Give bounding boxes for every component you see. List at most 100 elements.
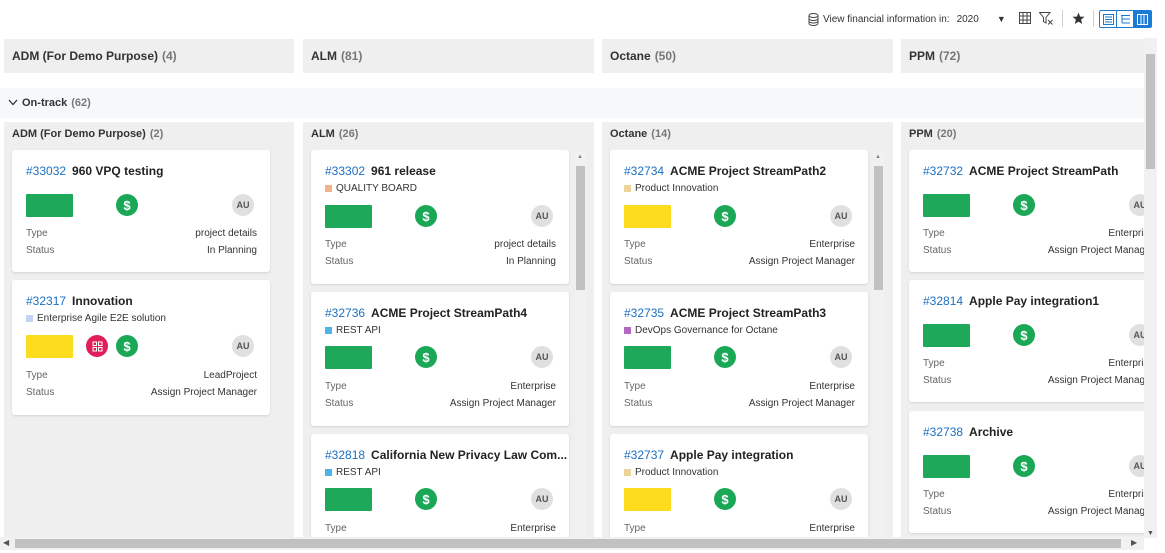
project-card[interactable]: #32814 Apple Pay integration1 $ AU Type En…	[909, 280, 1144, 402]
type-value: Enterprise	[510, 381, 556, 392]
scroll-up-icon[interactable]: ▲	[875, 154, 881, 160]
year-value[interactable]: 2020	[956, 13, 979, 25]
project-card[interactable]: #32317 Innovation Enterprise Agile E2E so…	[12, 280, 270, 415]
project-card[interactable]: #32732 ACME Project StreamPath $ AU Type E…	[909, 150, 1144, 272]
group-count: (62)	[71, 97, 91, 109]
card-id-link[interactable]: #33032	[26, 164, 67, 178]
type-row: Type LeadProject	[26, 370, 257, 381]
health-indicator	[923, 194, 970, 217]
project-card[interactable]: #32735 ACME Project StreamPath3 DevOps Go…	[610, 292, 868, 426]
grid-icon[interactable]	[1017, 10, 1033, 26]
dollar-icon[interactable]: $	[1013, 194, 1035, 216]
dollar-icon[interactable]: $	[415, 205, 437, 227]
project-card[interactable]: #32736 ACME Project StreamPath4 REST API …	[311, 292, 569, 426]
column-header-ppm[interactable]: PPM (72)	[901, 39, 1144, 73]
scroll-right-icon[interactable]: ▶	[1131, 538, 1138, 547]
lane-count: (26)	[338, 128, 359, 140]
page-horizontal-scrollbar[interactable]: ◀ ▶	[0, 537, 1144, 550]
dollar-icon[interactable]: $	[1013, 324, 1035, 346]
avatar[interactable]: AU	[830, 346, 852, 368]
column-header-alm[interactable]: ALM (81)	[303, 39, 594, 73]
health-indicator	[923, 324, 970, 347]
lane-scrollbar[interactable]: ▲	[575, 152, 586, 540]
tag-label: QUALITY BOARD	[336, 183, 417, 194]
scrollbar-thumb[interactable]	[874, 166, 883, 290]
health-indicator	[923, 455, 970, 478]
avatar[interactable]: AU	[1129, 324, 1144, 346]
card-id-link[interactable]: #32737	[624, 448, 665, 462]
tag-label: DevOps Governance for Octane	[635, 325, 778, 336]
scroll-left-icon[interactable]: ◀	[3, 538, 10, 547]
tree-view-icon[interactable]	[1117, 11, 1134, 27]
project-card[interactable]: #32818 California New Privacy Law Com... …	[311, 434, 569, 537]
lane-scroll-area[interactable]: #32734 ACME Project StreamPath2 Product I…	[602, 150, 893, 537]
dollar-icon[interactable]: $	[415, 488, 437, 510]
avatar[interactable]: AU	[232, 335, 254, 357]
avatar[interactable]: AU	[1129, 194, 1144, 216]
page-vertical-scrollbar[interactable]: ▼	[1144, 38, 1157, 538]
avatar[interactable]: AU	[531, 205, 553, 227]
card-tag: Enterprise Agile E2E solution	[26, 313, 166, 324]
column-header-adm[interactable]: ADM (For Demo Purpose) (4)	[4, 39, 294, 73]
avatar[interactable]: AU	[830, 488, 852, 510]
dollar-icon[interactable]: $	[116, 194, 138, 216]
group-row-on-track[interactable]: On-track (62)	[0, 88, 1144, 118]
type-label: Type	[923, 358, 945, 369]
card-id-link[interactable]: #32818	[325, 448, 366, 462]
card-id-link[interactable]: #33302	[325, 164, 366, 178]
tag-label: Enterprise Agile E2E solution	[37, 313, 166, 324]
scroll-down-icon[interactable]: ▼	[1147, 530, 1154, 537]
type-row: Type Enterprise	[325, 523, 556, 534]
project-card[interactable]: #32734 ACME Project StreamPath2 Product I…	[610, 150, 868, 284]
avatar[interactable]: AU	[1129, 455, 1144, 477]
type-value: Enterprise	[809, 239, 855, 250]
health-indicator	[325, 205, 372, 228]
status-row: Status Assign Project Manager	[624, 256, 855, 267]
financial-year-selector[interactable]: View financial information in: 2020 ▼	[808, 11, 1006, 27]
scroll-up-icon[interactable]: ▲	[577, 154, 583, 160]
type-label: Type	[26, 228, 48, 239]
avatar[interactable]: AU	[232, 194, 254, 216]
column-header-octane[interactable]: Octane (50)	[602, 39, 893, 73]
list-view-icon[interactable]	[1100, 11, 1117, 27]
status-label: Status	[923, 506, 952, 517]
card-name: 960 VPQ testing	[72, 164, 164, 178]
card-id-link[interactable]: #32814	[923, 294, 964, 308]
column-name: PPM	[909, 49, 936, 63]
apps-icon[interactable]	[86, 335, 108, 357]
avatar[interactable]: AU	[830, 205, 852, 227]
lane-count: (20)	[936, 128, 957, 140]
project-card[interactable]: #33302 961 release QUALITY BOARD $ AU Typ…	[311, 150, 569, 284]
card-id-link[interactable]: #32317	[26, 294, 67, 308]
avatar[interactable]: AU	[531, 488, 553, 510]
toolbar-divider	[1062, 10, 1063, 27]
card-id-link[interactable]: #32735	[624, 306, 665, 320]
card-id-link[interactable]: #32732	[923, 164, 964, 178]
card-title: #32732 ACME Project StreamPath	[923, 164, 1118, 178]
card-id-link[interactable]: #32734	[624, 164, 665, 178]
card-id-link[interactable]: #32736	[325, 306, 366, 320]
scrollbar-thumb[interactable]	[1146, 54, 1155, 169]
lane-scroll-area[interactable]: #32732 ACME Project StreamPath $ AU Type E…	[901, 150, 1144, 537]
board-view-icon[interactable]	[1134, 11, 1151, 27]
lane-scrollbar[interactable]: ▲	[873, 152, 884, 540]
scrollbar-thumb[interactable]	[15, 539, 1121, 548]
dollar-icon[interactable]: $	[714, 346, 736, 368]
project-card[interactable]: #32738 Archive $ AU Type Enterprise Status…	[909, 411, 1144, 533]
chevron-down-icon[interactable]: ▼	[996, 14, 1006, 24]
avatar[interactable]: AU	[531, 346, 553, 368]
dollar-icon[interactable]: $	[116, 335, 138, 357]
dollar-icon[interactable]: $	[1013, 455, 1035, 477]
dollar-icon[interactable]: $	[714, 205, 736, 227]
star-icon[interactable]	[1070, 10, 1086, 26]
type-value: Enterprise	[809, 523, 855, 534]
card-id-link[interactable]: #32738	[923, 425, 964, 439]
project-card[interactable]: #33032 960 VPQ testing $ AU Type project d…	[12, 150, 270, 272]
lane-scroll-area[interactable]: #33302 961 release QUALITY BOARD $ AU Typ…	[303, 150, 594, 537]
dollar-icon[interactable]: $	[714, 488, 736, 510]
project-card[interactable]: #32737 Apple Pay integration Product Inno…	[610, 434, 868, 537]
scrollbar-thumb[interactable]	[576, 166, 585, 290]
filter-icon[interactable]	[1038, 10, 1054, 26]
dollar-icon[interactable]: $	[415, 346, 437, 368]
chevron-down-icon[interactable]	[8, 98, 18, 109]
